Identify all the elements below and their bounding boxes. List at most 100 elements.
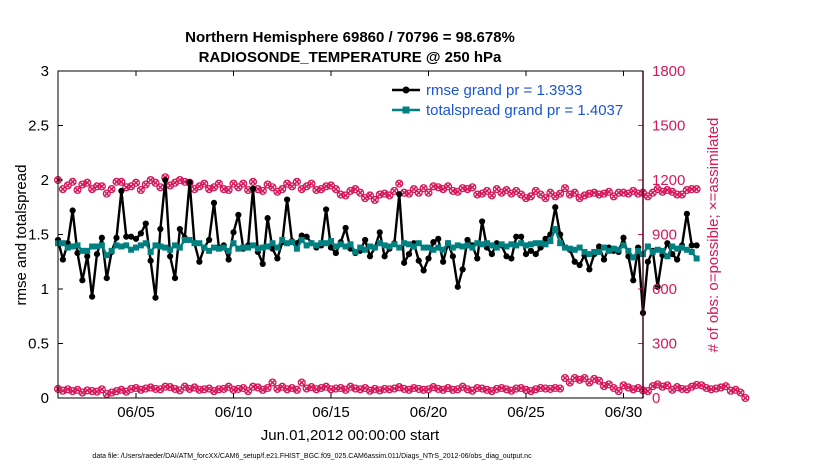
totalspread-point (381, 242, 388, 249)
rmse-point (600, 256, 608, 263)
obs-assimilated-marker (118, 178, 125, 185)
totalspread-point (201, 244, 208, 251)
totalspread-point (620, 242, 627, 249)
totalspread-point (191, 240, 198, 247)
obs-point (214, 179, 223, 188)
obs-assimilated-marker (406, 190, 412, 197)
rmse-point (488, 251, 495, 258)
obs-assimilated-marker (137, 187, 144, 193)
totalspread-point (693, 255, 700, 262)
rmse-point (435, 235, 442, 242)
totalspread-point (162, 244, 169, 251)
totalspread-point (425, 244, 432, 251)
rmse-point (420, 267, 427, 274)
totalspread-point (430, 246, 437, 253)
obs-possible-marker (692, 185, 701, 194)
totalspread-point (289, 239, 295, 246)
obs-assimilated-marker (332, 186, 339, 193)
obs-possible-marker (297, 378, 306, 387)
rmse-point (454, 283, 461, 290)
obs-point (297, 378, 306, 387)
obs-point (692, 185, 701, 194)
obs-possible-marker (214, 179, 223, 188)
obs-possible-marker (395, 179, 404, 188)
rmse-point (527, 247, 534, 254)
obs-possible-marker (200, 179, 209, 188)
obs-point (68, 177, 77, 186)
obs-assimilated-marker (737, 389, 744, 396)
totalspread-point (513, 242, 520, 249)
rmse-point (644, 258, 651, 265)
obs-possible-marker (424, 188, 433, 197)
obs-assimilated-marker (245, 187, 252, 193)
obs-point (556, 384, 565, 393)
obs-assimilated-marker (269, 379, 276, 386)
obs-assimilated-marker (293, 386, 300, 393)
y-left-tick-label: 3 (41, 63, 49, 80)
rmse-point (479, 218, 486, 225)
obs-point (395, 179, 404, 188)
obs-assimilated-marker (644, 388, 651, 395)
totalspread-point (503, 243, 510, 250)
totalspread-point (527, 241, 534, 248)
obs-possible-marker (151, 384, 160, 393)
y-right-tick-label: 1500 (652, 118, 685, 135)
obs-possible-marker (721, 382, 730, 391)
totalspread-point (230, 240, 237, 247)
obs-point (526, 192, 535, 201)
obs-assimilated-marker (596, 377, 603, 384)
totalspread-point (401, 240, 408, 247)
rmse-point (542, 235, 549, 242)
obs-point (482, 186, 492, 195)
rmse-point (103, 275, 110, 282)
rmse-point (235, 211, 242, 218)
totalspread-point (552, 226, 559, 233)
rmse-point (323, 206, 330, 213)
rmse-point (225, 256, 232, 263)
rmse-point (503, 253, 510, 260)
obs-assimilated-marker (98, 386, 105, 393)
obs-possible-marker (663, 381, 672, 390)
totalspread-point (108, 247, 115, 254)
obs-point (565, 378, 574, 387)
obs-possible-marker (292, 177, 301, 186)
rmse-point (596, 243, 603, 250)
totalspread-point (454, 242, 461, 249)
totalspread-point (391, 241, 398, 248)
obs-assimilated-marker (679, 191, 685, 198)
obs-assimilated-marker (693, 186, 700, 193)
totalspread-point (215, 245, 222, 252)
obs-point (614, 387, 623, 396)
totalspread-point (376, 240, 383, 247)
totalspread-point (133, 244, 139, 251)
totalspread-point (474, 240, 481, 247)
totalspread-point (654, 246, 661, 253)
obs-point (736, 388, 745, 397)
obs-assimilated-marker (103, 190, 110, 197)
rmse-point (401, 259, 408, 266)
obs-assimilated-marker (484, 187, 490, 194)
obs-point (580, 373, 589, 383)
rmse-point (327, 244, 335, 251)
totalspread-point (279, 236, 286, 243)
rmse-point (89, 293, 96, 300)
rmse-point (152, 294, 159, 301)
obs-possible-marker (677, 384, 687, 393)
totalspread-point (435, 244, 442, 251)
rmse-point (620, 234, 627, 241)
rmse-point (474, 255, 481, 262)
obs-point (131, 178, 141, 187)
totalspread-point (250, 242, 256, 249)
obs-possible-marker (541, 194, 550, 203)
obs-assimilated-marker (664, 382, 671, 389)
obs-possible-marker (595, 376, 604, 385)
rmse-point (84, 253, 91, 260)
totalspread-point (137, 242, 144, 249)
y-left-tick-label: 1.5 (28, 227, 49, 244)
totalspread-point (371, 244, 378, 251)
totalspread-point (142, 240, 149, 247)
obs-assimilated-marker (250, 178, 256, 185)
obs-possible-marker (687, 185, 696, 194)
rmse-point (128, 233, 135, 240)
obs-possible-marker (643, 387, 652, 396)
